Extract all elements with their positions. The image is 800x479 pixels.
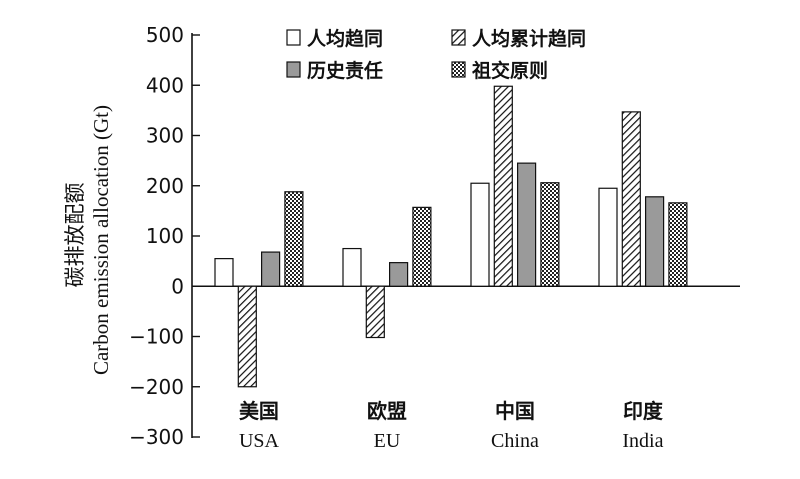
y-tick-label: −300 (129, 425, 184, 449)
category-label-en: EU (374, 430, 401, 452)
category-label-zh: 中国 (495, 399, 535, 423)
y-tick-label: −100 (129, 325, 184, 349)
bar-crosshatch-india (668, 202, 688, 287)
bar-gray-usa (261, 251, 281, 287)
y-tick-label: 100 (146, 224, 184, 248)
bars-layer (214, 85, 688, 388)
bar-gray-eu (389, 262, 409, 287)
bar-crosshatch-usa (284, 191, 304, 287)
category-label-en: USA (239, 430, 280, 452)
category-label-en: India (622, 430, 663, 452)
bar-diagonal-eu (365, 285, 385, 339)
bar-white-usa (214, 258, 234, 287)
labels-layer: 500 400 300 200 100 0 −100 −200 −300 碳排放配额 Carbon … (63, 23, 664, 452)
y-tick-label: 500 (146, 23, 184, 47)
category-label-zh: 欧盟 (367, 399, 407, 423)
y-tick-label: −200 (129, 375, 184, 399)
bar-crosshatch-eu (412, 206, 432, 287)
legend-label: 历史责任 (307, 59, 383, 82)
category-label-zh: 印度 (623, 399, 664, 423)
bar-gray-india (644, 196, 665, 287)
y-axis-label: Carbon emission allocation (Gt) (89, 105, 113, 375)
legend-label: 祖交原则 (471, 59, 548, 82)
bar-white-india (598, 187, 618, 287)
bar-diagonal-india (621, 111, 641, 287)
bar-diagonal-china (493, 85, 513, 287)
legend-swatch (286, 29, 301, 46)
bar-diagonal-usa (237, 285, 257, 388)
legend-label: 人均趋同 (307, 27, 383, 50)
legend-swatch (451, 61, 466, 78)
y-tick-label: 0 (171, 274, 184, 298)
bar-gray-china (516, 162, 537, 287)
y-tick-label: 300 (146, 124, 184, 148)
y-axis-label-zh: 碳排放配额 (63, 183, 87, 288)
legend-label: 人均累计趋同 (472, 27, 586, 50)
legend-swatch (286, 61, 301, 78)
category-label-en: China (491, 430, 539, 452)
legend-swatch (451, 29, 466, 46)
y-tick-label: 400 (146, 73, 184, 97)
category-label-zh: 美国 (239, 399, 279, 423)
bar-white-china (470, 182, 490, 287)
bar-crosshatch-china (540, 182, 560, 287)
bar-white-eu (342, 247, 362, 287)
y-tick-label: 200 (146, 174, 184, 198)
